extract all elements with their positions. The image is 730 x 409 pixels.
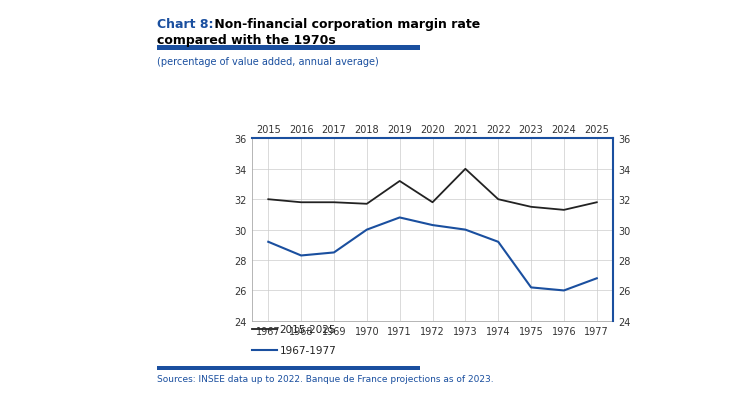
Text: (percentage of value added, annual average): (percentage of value added, annual avera… xyxy=(157,56,379,66)
Text: 1967-1977: 1967-1977 xyxy=(280,346,337,355)
Text: Chart 8:: Chart 8: xyxy=(157,18,213,31)
Text: compared with the 1970s: compared with the 1970s xyxy=(157,34,336,47)
Text: Non-financial corporation margin rate: Non-financial corporation margin rate xyxy=(210,18,480,31)
Text: 2015-2025: 2015-2025 xyxy=(280,324,336,334)
Text: Sources: INSEE data up to 2022. Banque de France projections as of 2023.: Sources: INSEE data up to 2022. Banque d… xyxy=(157,374,493,383)
